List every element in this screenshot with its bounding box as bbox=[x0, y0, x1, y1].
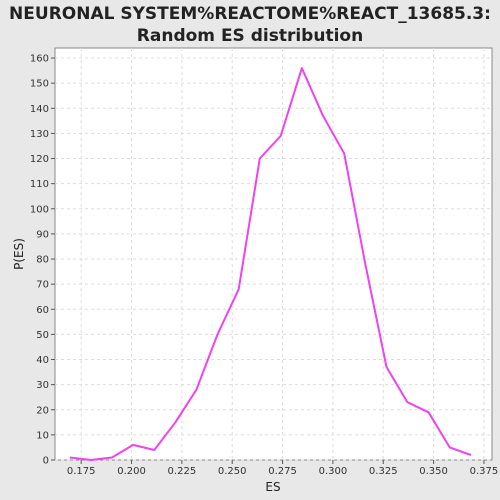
y-axis-label: P(ES) bbox=[12, 238, 26, 270]
y-tick-label: 30 bbox=[36, 380, 49, 391]
y-tick-label: 130 bbox=[30, 129, 49, 140]
y-tick-label: 40 bbox=[36, 355, 49, 366]
grid bbox=[55, 48, 492, 461]
x-tick-label: 0.175 bbox=[67, 466, 96, 477]
x-tick-label: 0.375 bbox=[470, 466, 499, 477]
x-tick-label: 0.275 bbox=[268, 466, 297, 477]
series-line bbox=[69, 67, 472, 461]
chart-title-line: Random ES distribution bbox=[137, 26, 363, 46]
y-tick-label: 150 bbox=[30, 79, 49, 90]
series-group bbox=[69, 67, 472, 461]
y-tick-label: 60 bbox=[36, 305, 49, 316]
y-tick-label: 20 bbox=[36, 405, 49, 416]
x-tick-label: 0.225 bbox=[168, 466, 197, 477]
y-tick-label: 10 bbox=[36, 430, 49, 441]
x-tick-label: 0.200 bbox=[117, 466, 146, 477]
y-tick-label: 110 bbox=[30, 179, 49, 190]
x-axis-label: ES bbox=[265, 480, 280, 494]
chart-title-line: NEURONAL SYSTEM%REACTOME%REACT_13685.3: bbox=[9, 4, 491, 24]
y-axis: 0 10 20 30 40 50 60 70 80 90 100 110 120 130 140 150 160 bbox=[30, 54, 55, 467]
y-tick-label: 100 bbox=[30, 204, 49, 215]
y-tick-label: 70 bbox=[36, 280, 49, 291]
y-tick-label: 160 bbox=[30, 54, 49, 65]
y-tick-label: 0 bbox=[43, 456, 49, 467]
x-tick-label: 0.250 bbox=[218, 466, 247, 477]
y-tick-label: 120 bbox=[30, 154, 49, 165]
plot-area bbox=[54, 47, 493, 461]
y-tick-label: 140 bbox=[30, 104, 49, 115]
x-tick-label: 0.350 bbox=[419, 466, 448, 477]
x-tick-label: 0.300 bbox=[319, 466, 348, 477]
chart-title: NEURONAL SYSTEM%REACTOME%REACT_13685.3:R… bbox=[9, 4, 491, 46]
x-tick-label: 0.325 bbox=[369, 466, 398, 477]
y-tick-label: 50 bbox=[36, 330, 49, 341]
x-axis: 0.175 0.200 0.225 0.250 0.275 0.300 0.325 0.350… bbox=[67, 460, 498, 477]
y-tick-label: 80 bbox=[36, 255, 49, 266]
y-tick-label: 90 bbox=[36, 229, 49, 240]
